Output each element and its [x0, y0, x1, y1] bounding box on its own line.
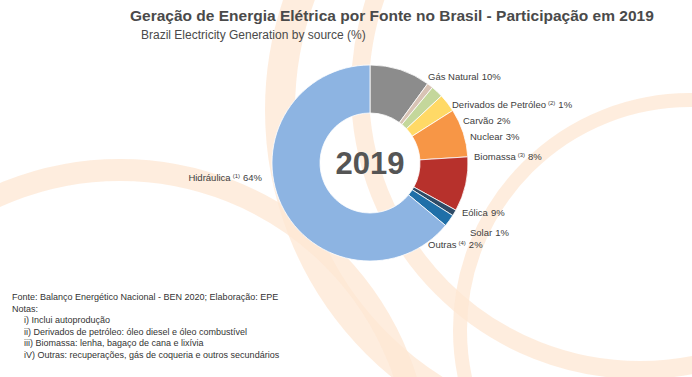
value-label: 10% [482, 71, 502, 82]
footnote: Notas: [12, 304, 38, 314]
slice-label: Nuclear3% [470, 131, 520, 142]
value-label: 1% [558, 99, 572, 110]
label-note: (4) [459, 240, 466, 246]
category-label: Hidráulica [188, 172, 231, 183]
footnote: i) Inclui autoprodução [24, 315, 110, 325]
decor-arc [460, 100, 692, 377]
slices [272, 65, 468, 261]
slice [412, 110, 468, 159]
category-label: Gás Natural [428, 71, 479, 82]
category-label: Solar [470, 227, 492, 238]
chart: Geração de Energia Elétrica por Fonte no… [0, 0, 692, 377]
slice-label: Hidráulica(1)64% [188, 172, 262, 183]
value-label: 2% [497, 115, 511, 126]
slice-label: Carvão2% [463, 115, 511, 126]
decor-arc [360, 0, 692, 370]
decor [0, 0, 692, 377]
category-label: Derivados de Petróleo [452, 99, 546, 110]
value-label: 9% [491, 207, 505, 218]
footnote: iii) Biomassa: lenha, bagaço de cana e l… [24, 338, 204, 348]
title: Geração de Energia Elétrica por Fonte no… [130, 7, 654, 24]
value-label: 3% [506, 131, 520, 142]
label-note: (3) [518, 152, 525, 158]
center-text: 2019 [336, 146, 405, 181]
slice-label: Biomassa(3)8% [474, 151, 542, 162]
slice-label: Eólica9% [462, 207, 505, 218]
footnote: iV) Outras: recuperações, gás de coqueri… [24, 350, 280, 360]
subtitle: Brazil Electricity Generation by source … [141, 28, 366, 42]
label-note: (1) [233, 173, 240, 179]
category-label: Biomassa [474, 151, 516, 162]
category-label: Carvão [463, 115, 494, 126]
category-label: Eólica [462, 207, 489, 218]
slice-label: Derivados de Petróleo(2)1% [452, 99, 573, 110]
slice [272, 65, 446, 261]
value-label: 2% [469, 239, 483, 250]
value-label: 8% [528, 151, 542, 162]
slice-label: Gás Natural10% [428, 71, 501, 82]
value-label: 1% [495, 227, 509, 238]
category-label: Nuclear [470, 131, 503, 142]
slice-label: Solar1% [470, 227, 509, 238]
decor-arc [0, 170, 420, 377]
footnote: ii) Derivados de petróleo: óleo diesel e… [24, 327, 247, 337]
category-label: Outras [428, 239, 457, 250]
footnotes: Fonte: Balanço Energético Nacional - BEN… [12, 292, 280, 360]
decor-arc [280, 0, 692, 377]
slice-label: Outras(4)2% [428, 239, 483, 250]
labels: Gás Natural10%Derivados de Petróleo(2)1%… [188, 71, 572, 250]
value-label: 64% [243, 172, 263, 183]
label-note: (2) [548, 100, 555, 106]
footnote: Fonte: Balanço Energético Nacional - BEN… [12, 292, 278, 302]
